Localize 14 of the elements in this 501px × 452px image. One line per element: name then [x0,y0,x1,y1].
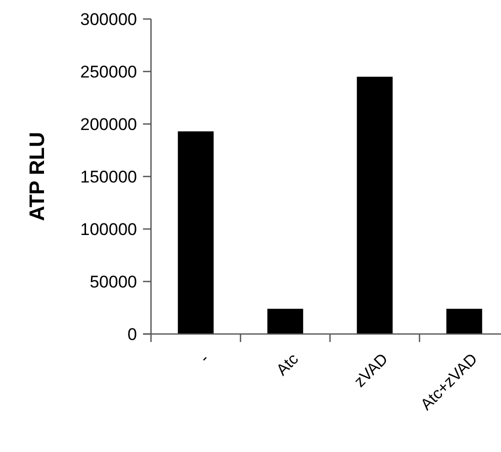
y-tick-label: 50000 [90,272,137,292]
y-tick-label: 0 [128,324,137,344]
y-tick-label: 250000 [80,62,137,82]
bar [446,308,482,334]
y-tick-label: 100000 [80,220,137,239]
bar [356,76,393,334]
x-tick-label: Atc [274,350,302,380]
y-tick-label: 150000 [80,167,137,186]
x-tick-label: - [196,350,213,367]
y-tick-label: 200000 [80,114,137,134]
bar [267,308,304,334]
y-axis-title: ATP RLU [26,132,49,222]
y-tick-label: 300000 [80,10,137,29]
bar [178,131,214,334]
